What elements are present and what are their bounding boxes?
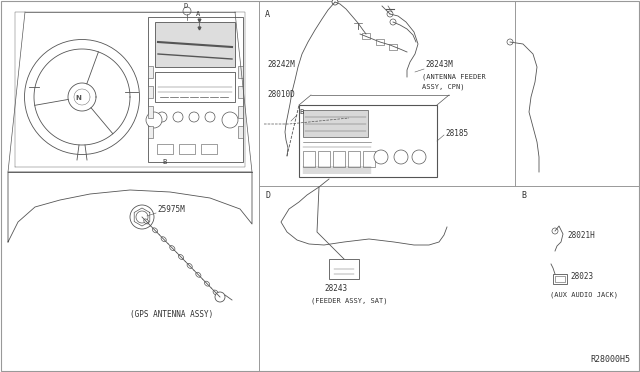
Circle shape bbox=[146, 112, 162, 128]
Circle shape bbox=[173, 112, 183, 122]
Text: (GPS ANTENNA ASSY): (GPS ANTENNA ASSY) bbox=[130, 310, 213, 319]
Bar bbox=[303, 110, 368, 137]
Circle shape bbox=[390, 19, 396, 25]
Bar bbox=[363, 151, 375, 167]
Bar bbox=[148, 106, 153, 118]
Text: B: B bbox=[162, 159, 166, 165]
Bar bbox=[333, 151, 345, 167]
Ellipse shape bbox=[187, 263, 192, 268]
Text: N: N bbox=[75, 95, 81, 101]
Ellipse shape bbox=[24, 39, 140, 154]
Circle shape bbox=[412, 150, 426, 164]
Text: B: B bbox=[299, 109, 303, 115]
Bar bbox=[329, 259, 359, 279]
Ellipse shape bbox=[170, 246, 175, 251]
Ellipse shape bbox=[204, 281, 210, 286]
Text: R28000H5: R28000H5 bbox=[590, 355, 630, 364]
Ellipse shape bbox=[196, 272, 201, 277]
Ellipse shape bbox=[213, 290, 218, 295]
Text: 28021H: 28021H bbox=[567, 231, 595, 240]
Circle shape bbox=[130, 205, 154, 229]
Circle shape bbox=[157, 112, 167, 122]
Text: 28185: 28185 bbox=[445, 129, 468, 138]
Bar bbox=[148, 66, 153, 78]
Bar bbox=[389, 44, 397, 50]
Circle shape bbox=[189, 112, 199, 122]
Bar bbox=[155, 72, 235, 102]
Bar bbox=[148, 17, 243, 162]
Text: 28010D: 28010D bbox=[267, 90, 295, 99]
Ellipse shape bbox=[161, 237, 166, 242]
Bar bbox=[148, 126, 153, 138]
Text: B: B bbox=[521, 191, 526, 200]
Text: (AUX AUDIO JACK): (AUX AUDIO JACK) bbox=[550, 291, 618, 298]
Bar bbox=[376, 39, 384, 45]
Circle shape bbox=[552, 228, 558, 234]
Circle shape bbox=[332, 0, 338, 5]
Bar bbox=[238, 86, 243, 98]
Text: D: D bbox=[184, 3, 188, 9]
Bar bbox=[238, 106, 243, 118]
Bar bbox=[299, 105, 437, 177]
Ellipse shape bbox=[152, 228, 157, 233]
Bar bbox=[201, 144, 217, 154]
Text: 28242M: 28242M bbox=[267, 60, 295, 69]
Circle shape bbox=[507, 39, 513, 45]
Text: (ANTENNA FEEDER: (ANTENNA FEEDER bbox=[422, 73, 486, 80]
Bar bbox=[348, 151, 360, 167]
Circle shape bbox=[183, 7, 191, 15]
Bar bbox=[157, 144, 173, 154]
Text: 25975M: 25975M bbox=[157, 205, 185, 214]
Text: 28243: 28243 bbox=[324, 284, 347, 293]
Text: ASSY, CPN): ASSY, CPN) bbox=[422, 84, 465, 90]
Ellipse shape bbox=[179, 254, 184, 260]
Text: A: A bbox=[265, 10, 270, 19]
Bar bbox=[318, 151, 330, 167]
Bar bbox=[148, 86, 153, 98]
Text: A: A bbox=[196, 11, 200, 17]
Text: (FEEDER ASSY, SAT): (FEEDER ASSY, SAT) bbox=[311, 298, 387, 305]
Text: 28243M: 28243M bbox=[425, 60, 452, 69]
Circle shape bbox=[136, 211, 148, 223]
Circle shape bbox=[215, 292, 225, 302]
Circle shape bbox=[222, 112, 238, 128]
Text: D: D bbox=[265, 191, 270, 200]
Bar bbox=[238, 66, 243, 78]
Bar bbox=[155, 22, 235, 67]
Bar bbox=[179, 144, 195, 154]
Circle shape bbox=[374, 150, 388, 164]
Text: 28023: 28023 bbox=[570, 272, 593, 281]
Circle shape bbox=[394, 150, 408, 164]
Ellipse shape bbox=[144, 219, 149, 224]
Bar bbox=[303, 151, 315, 167]
Circle shape bbox=[387, 11, 393, 17]
Bar bbox=[362, 33, 370, 39]
Bar bbox=[555, 276, 565, 282]
Bar bbox=[553, 274, 567, 284]
Bar bbox=[238, 126, 243, 138]
Circle shape bbox=[205, 112, 215, 122]
